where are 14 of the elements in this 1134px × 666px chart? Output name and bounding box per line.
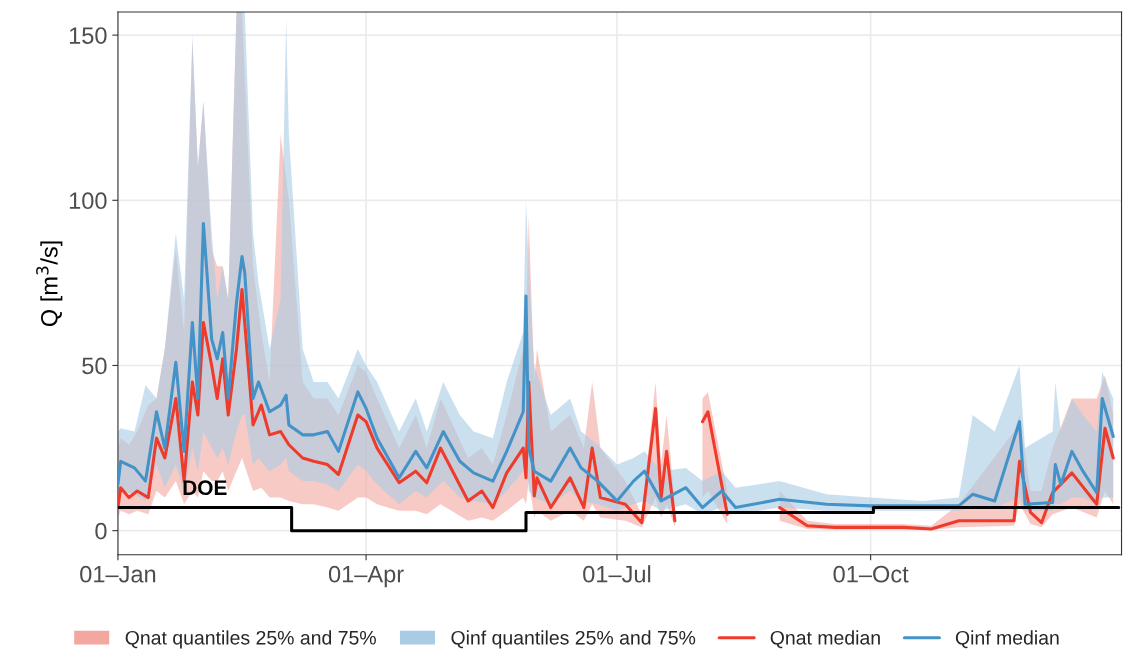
- y-tick-label: 0: [95, 522, 107, 540]
- y-axis-title: Q [m$^{3}$/s]: [36, 241, 63, 327]
- x-tick-label: 01–Apr: [328, 565, 404, 588]
- legend-label: Qnat quantiles 25% and 75%: [125, 630, 376, 649]
- legend-label: Qinf quantiles 25% and 75%: [451, 630, 696, 649]
- x-tick-label: 01–Jan: [80, 565, 156, 583]
- x-tick-label: 01–Jul: [583, 565, 651, 583]
- legend-label: Qnat median: [770, 630, 880, 649]
- x-tick-label: 01–Oct: [833, 565, 909, 583]
- y-tick-label: 50: [82, 357, 107, 375]
- y-tick-label: 100: [69, 192, 107, 210]
- legend-label: Qinf median: [955, 630, 1059, 649]
- y-tick-label: 150: [69, 27, 107, 44]
- series-label: DOE: [183, 480, 227, 496]
